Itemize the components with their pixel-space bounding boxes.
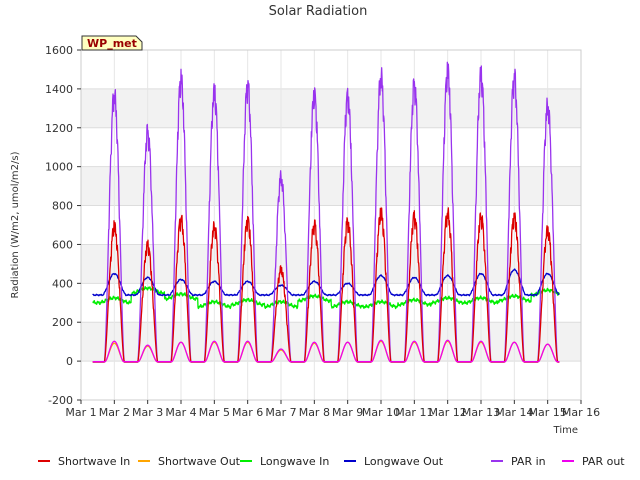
x-tick-label: Mar 14	[495, 406, 533, 419]
series-line-longwave-out	[92, 268, 560, 297]
chart-title: Solar Radiation	[269, 4, 368, 19]
y-tick-label: 200	[52, 316, 73, 329]
legend-label-shortwave-in: Shortwave In	[58, 455, 130, 468]
y-axis-label: Radiation (W/m2, umol/m2/s)	[10, 151, 21, 298]
legend-label-par-out: PAR out	[582, 455, 625, 468]
x-tick-label: Mar 10	[362, 406, 400, 419]
y-tick-label: 800	[52, 200, 73, 213]
y-tick-label: 1200	[45, 122, 73, 135]
grid-band	[81, 322, 581, 362]
y-tick-label: 400	[52, 277, 73, 290]
x-tick-label: Mar 7	[265, 406, 296, 419]
x-tick-label: Mar 1	[65, 406, 96, 419]
plot-frame	[80, 49, 582, 401]
x-axis-label: Time	[553, 425, 578, 436]
annotation-text: WP_met	[87, 37, 137, 50]
legend-label-longwave-out: Longwave Out	[364, 455, 444, 468]
x-tick-label: Mar 4	[165, 406, 196, 419]
legend-label-shortwave-out: Shortwave Out	[158, 455, 241, 468]
y-tick-label: 600	[52, 238, 73, 251]
legend-label-longwave-in: Longwave In	[260, 455, 329, 468]
grid-band	[81, 244, 581, 284]
site-annotation: WP_met	[81, 35, 143, 51]
x-tick-label: Mar 11	[395, 406, 433, 419]
legend: Shortwave In Shortwave Out Longwave In Long…	[38, 455, 625, 468]
y-tick-label: 1600	[45, 44, 73, 57]
x-tick-label: Mar 6	[232, 406, 263, 419]
x-tick-label: Mar 3	[132, 406, 163, 419]
series-line-par-out	[92, 339, 560, 363]
y-tick-label: 1000	[45, 161, 73, 174]
y-axis-ticks: -200 0 200 400 600 800 1000 1200 1400 1600	[45, 44, 81, 407]
x-tick-label: Mar 5	[199, 406, 230, 419]
y-tick-label: 0	[66, 355, 73, 368]
grid-bands	[81, 88, 581, 362]
grid-band	[81, 88, 581, 128]
x-tick-label: Mar 2	[99, 406, 130, 419]
x-tick-label: Mar 9	[332, 406, 363, 419]
y-tick-label: -200	[48, 394, 73, 407]
series-line-longwave-in	[92, 286, 560, 310]
x-tick-label: Mar 15	[529, 406, 567, 419]
x-tick-label: Mar 12	[429, 406, 467, 419]
y-tick-label: 1400	[45, 83, 73, 96]
x-tick-label: Mar 13	[462, 406, 500, 419]
x-tick-label: Mar 8	[299, 406, 330, 419]
series-layer	[92, 61, 560, 363]
annotation-box	[81, 35, 143, 51]
x-axis-ticks: Mar 1 Mar 2 Mar 3 Mar 4 Mar 5 Mar 6 Mar 7 Mar 8…	[65, 400, 600, 419]
legend-label-par-in: PAR in	[511, 455, 546, 468]
grid-band	[81, 166, 581, 206]
x-tick-label: Mar 16	[562, 406, 600, 419]
